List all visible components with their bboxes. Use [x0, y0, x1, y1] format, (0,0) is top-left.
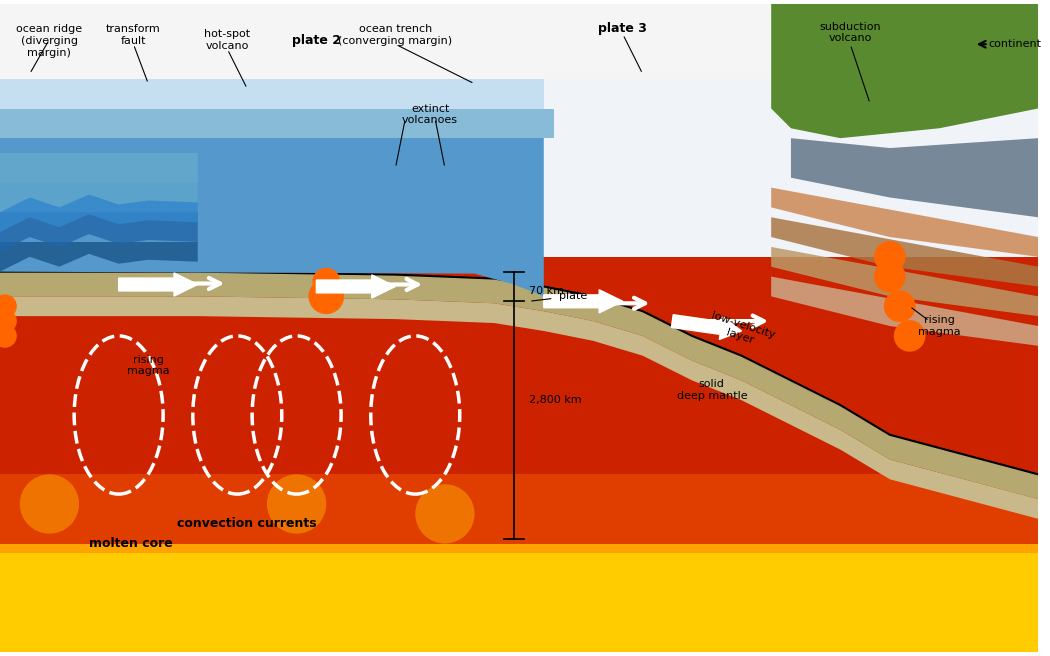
- Polygon shape: [0, 182, 197, 232]
- Text: rising
magma: rising magma: [918, 316, 961, 337]
- Circle shape: [0, 295, 17, 318]
- Text: hot-spot
volcano: hot-spot volcano: [205, 30, 251, 51]
- Text: convection currents: convection currents: [177, 518, 317, 530]
- FancyArrow shape: [316, 275, 396, 298]
- Polygon shape: [0, 213, 197, 252]
- Circle shape: [415, 484, 475, 544]
- Circle shape: [267, 474, 327, 533]
- Polygon shape: [0, 108, 553, 138]
- FancyArrow shape: [671, 315, 741, 340]
- Polygon shape: [771, 188, 1038, 256]
- Text: rising
magma: rising magma: [127, 355, 170, 377]
- Circle shape: [884, 291, 916, 322]
- Text: ocean trench
(converging margin): ocean trench (converging margin): [338, 24, 453, 46]
- Circle shape: [313, 268, 340, 295]
- Polygon shape: [791, 138, 1038, 217]
- Circle shape: [874, 261, 906, 293]
- Text: low-velocity
layer: low-velocity layer: [707, 310, 776, 352]
- Text: solid
deep mantle: solid deep mantle: [676, 379, 748, 401]
- Circle shape: [0, 324, 17, 348]
- Polygon shape: [0, 4, 1038, 79]
- Polygon shape: [0, 533, 1038, 652]
- Polygon shape: [0, 4, 1038, 652]
- Text: plate 2: plate 2: [292, 34, 341, 47]
- Polygon shape: [0, 242, 197, 272]
- Polygon shape: [771, 4, 1038, 138]
- Circle shape: [309, 279, 344, 314]
- Text: molten core: molten core: [89, 537, 173, 550]
- Text: transform
fault: transform fault: [106, 24, 161, 46]
- Circle shape: [0, 309, 17, 333]
- Polygon shape: [0, 153, 197, 213]
- Circle shape: [20, 474, 79, 533]
- Text: extinct
volcanoes: extinct volcanoes: [402, 104, 458, 125]
- Polygon shape: [0, 297, 1038, 519]
- Circle shape: [894, 320, 925, 352]
- Polygon shape: [771, 217, 1038, 287]
- Text: plate: plate: [559, 291, 587, 301]
- Circle shape: [874, 241, 906, 273]
- Polygon shape: [0, 272, 1038, 499]
- Polygon shape: [0, 474, 1038, 554]
- Text: subduction
volcano: subduction volcano: [819, 22, 881, 43]
- Text: 70 km: 70 km: [529, 287, 564, 297]
- Polygon shape: [0, 4, 544, 129]
- FancyArrow shape: [119, 273, 197, 296]
- Polygon shape: [771, 247, 1038, 316]
- Polygon shape: [771, 277, 1038, 346]
- Text: 2,800 km: 2,800 km: [529, 395, 582, 405]
- Text: plate 3: plate 3: [598, 22, 647, 35]
- FancyArrow shape: [544, 290, 623, 313]
- Text: continent: continent: [989, 39, 1042, 49]
- Text: ocean ridge
(diverging
margin): ocean ridge (diverging margin): [17, 24, 83, 58]
- Polygon shape: [0, 256, 1038, 544]
- Polygon shape: [0, 4, 544, 297]
